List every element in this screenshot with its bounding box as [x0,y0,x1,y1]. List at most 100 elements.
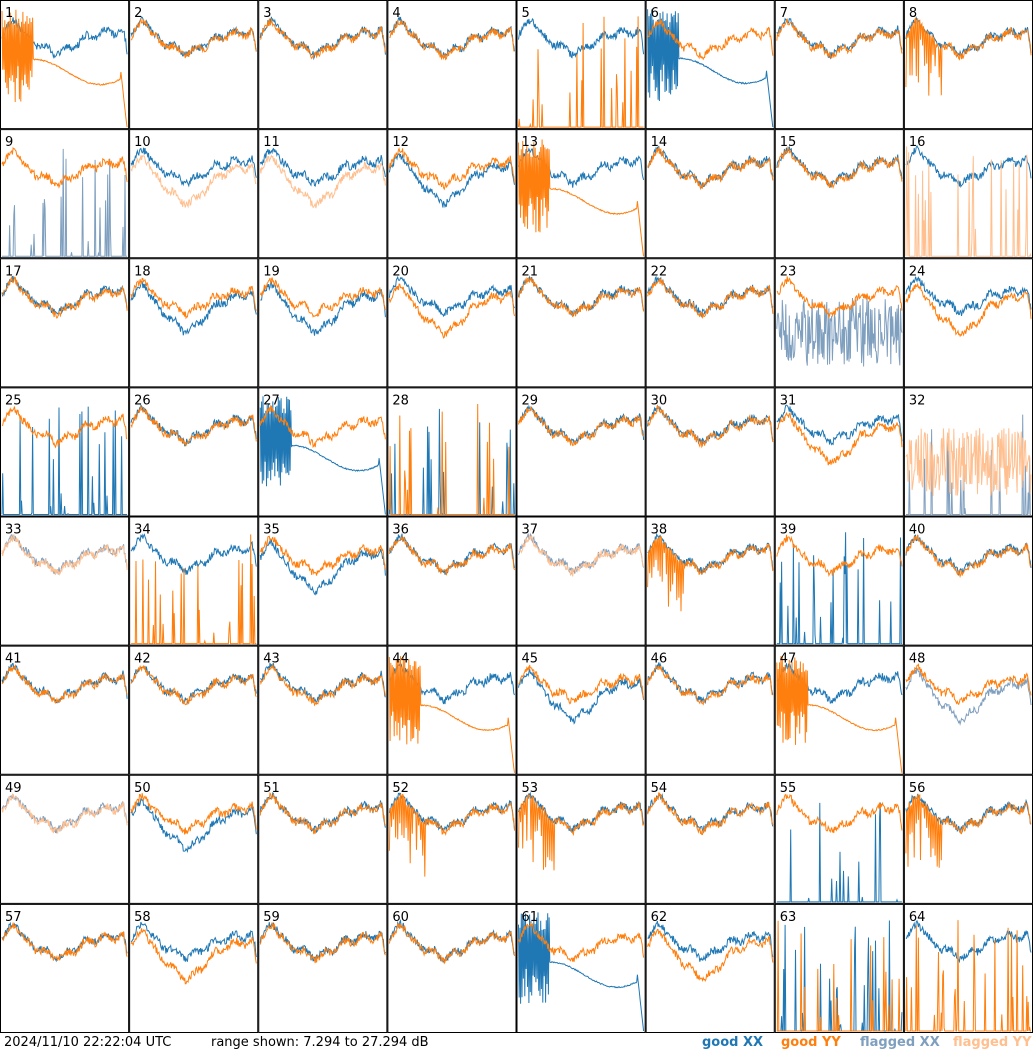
panel-frame [129,903,259,1033]
panel-label: 34 [134,523,151,538]
panel-19: 19 [258,258,388,388]
panel-frame [645,903,775,1033]
panel-label: 10 [134,135,151,150]
panel-label: 29 [522,393,539,408]
panel-59: 59 [258,903,388,1033]
panel-label: 58 [134,910,151,925]
timestamp: 2024/11/10 22:22:04 UTC [4,1035,172,1050]
panel-frame [129,129,259,259]
panel-frame [258,903,388,1033]
panel-label: 56 [909,781,926,796]
panel-frame [516,387,646,517]
panel-label: 7 [780,6,788,21]
series-good-xx [388,275,515,318]
panel-frame [258,129,388,259]
series-good-xx [776,802,902,903]
panel-32: 32 [903,387,1033,517]
panel-49: 49 [0,774,130,904]
panel-37: 37 [516,516,646,646]
series-flagged-yy [1,793,128,834]
series-good-yy [776,793,903,834]
panel-51: 51 [258,774,388,904]
panel-label: 37 [522,523,539,538]
panel-frame [774,903,904,1033]
panel-1: 1 [0,0,130,130]
panel-frame [387,516,517,646]
series-good-xx [518,17,645,59]
legend-flagged-xx: flagged XX [860,1035,940,1050]
series-good-yy [776,534,903,577]
series-good-yy [389,18,515,61]
panel-17: 17 [0,258,130,388]
series-good-yy [905,16,1032,96]
panel-frame [0,903,130,1033]
panel-label: 33 [5,523,22,538]
panel-52: 52 [387,774,517,904]
panel-label: 20 [392,264,409,279]
series-good-yy [518,276,645,318]
panel-frame [903,774,1033,904]
panel-15: 15 [774,129,904,259]
panel-frame [903,258,1033,388]
panel-label: 49 [5,781,22,796]
panel-label: 62 [651,910,668,925]
series-good-yy [518,406,644,447]
panel-21: 21 [516,258,646,388]
panel-label: 12 [392,135,409,150]
series-good-yy [388,655,515,773]
series-flagged-yy [905,428,1032,497]
panel-label: 32 [909,393,926,408]
panel-40: 40 [903,516,1033,646]
panel-27: 27 [258,387,388,517]
panel-11: 11 [258,129,388,259]
panel-46: 46 [645,645,775,775]
series-good-xx [1,406,128,515]
panel-frame [516,516,646,646]
series-good-xx [259,16,386,61]
panel-48: 48 [903,645,1033,775]
series-flagged-xx [776,297,903,367]
panel-label: 45 [522,652,539,667]
panel-43: 43 [258,645,388,775]
series-good-yy [131,534,257,645]
panel-label: 11 [263,135,280,150]
panel-12: 12 [387,129,517,259]
series-good-yy [130,277,257,320]
panel-64: 64 [903,903,1033,1033]
series-good-xx [647,920,774,962]
panel-18: 18 [129,258,259,388]
panel-frame [129,258,259,388]
series-flagged-xx [2,148,128,257]
panel-label: 59 [263,910,280,925]
series-good-xx [905,144,1032,189]
series-good-yy [388,922,515,965]
panel-31: 31 [774,387,904,517]
panel-41: 41 [0,645,130,775]
panel-28: 28 [387,387,517,517]
series-good-yy [776,411,903,466]
panel-63: 63 [774,903,904,1033]
series-good-yy [518,664,645,705]
series-good-xx [388,792,515,833]
series-good-yy [130,664,257,706]
series-good-yy [518,793,645,871]
series-good-yy [259,791,386,835]
series-good-xx [130,665,257,705]
panel-36: 36 [387,516,517,646]
panel-label: 63 [780,910,797,925]
series-flagged-yy [259,154,386,209]
panel-frame [774,0,904,130]
series-good-yy [647,404,774,449]
panel-42: 42 [129,645,259,775]
series-good-yy [776,18,903,59]
panel-frame [387,903,517,1033]
panel-label: 44 [392,652,409,667]
series-flagged-xx [905,414,1031,515]
panel-44: 44 [387,645,517,775]
panel-7: 7 [774,0,904,130]
panel-47: 47 [774,645,904,775]
panel-60: 60 [387,903,517,1033]
series-flagged-xx [905,668,1032,726]
series-good-xx [905,919,1032,964]
